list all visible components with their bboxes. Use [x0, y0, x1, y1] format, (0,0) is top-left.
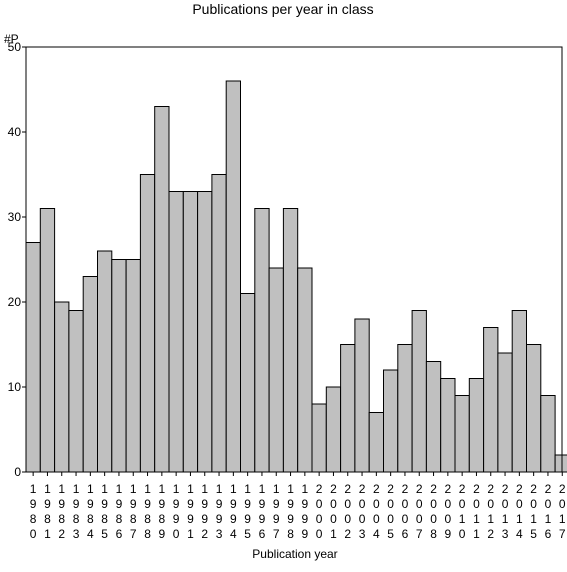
- bar-2006: [397, 344, 413, 473]
- chart-title: Publications per year in class: [192, 1, 373, 17]
- bar-1989: [154, 106, 170, 473]
- bar-2011: [468, 378, 485, 473]
- y-tick-label: 0: [14, 465, 21, 479]
- bar-1994: [225, 80, 241, 473]
- x-axis-label: Publication year: [252, 547, 337, 561]
- y-tick-label: 30: [8, 210, 22, 224]
- bar-1988: [139, 174, 156, 473]
- bar-1993: [211, 174, 227, 473]
- y-axis-label: #P: [4, 32, 19, 46]
- bar-1986: [111, 259, 127, 473]
- y-tick-label: 10: [8, 380, 22, 394]
- bar-2012: [483, 327, 499, 473]
- bar-1998: [282, 208, 299, 473]
- bar-2017: [554, 454, 567, 473]
- y-tick-label: 50: [8, 40, 22, 54]
- bar-1981: [39, 208, 56, 473]
- bar-2002: [340, 344, 356, 473]
- bar-2009: [440, 378, 456, 473]
- bar-1996: [254, 208, 270, 473]
- y-tick-label: 20: [8, 295, 22, 309]
- y-axis-ticks: 0 10 20 30 40 50: [8, 40, 26, 479]
- bar-1992: [197, 191, 213, 473]
- bar-2015: [526, 344, 542, 473]
- bar-2001: [325, 386, 342, 473]
- bar-1999: [297, 267, 313, 473]
- bars: [25, 80, 567, 473]
- bar-1990: [168, 191, 184, 473]
- bar-1995: [240, 293, 256, 473]
- bar-2004: [368, 412, 385, 473]
- bar-1985: [97, 250, 113, 473]
- bar-2003: [354, 318, 370, 473]
- bar-1980: [25, 242, 41, 473]
- bar-2014: [511, 310, 528, 473]
- bar-2013: [497, 352, 513, 473]
- y-tick-label: 40: [8, 125, 22, 139]
- bar-2000: [311, 403, 327, 473]
- bar-1991: [182, 191, 199, 473]
- bar-1997: [268, 267, 284, 473]
- bar-2007: [411, 310, 427, 473]
- bar-1987: [125, 259, 141, 473]
- bar-1983: [68, 310, 84, 473]
- bar-2016: [540, 395, 556, 473]
- bar-1982: [54, 301, 70, 473]
- x-axis-ticks: 1 9 8 0 1 9 8 1 1 9 8 2 1 9 8 3 1 9 8 4 1 9 8 5 1 9 8 6 1 9 8 7 1 9 8 8 1 9 8 9…: [30, 472, 566, 541]
- bar-2008: [425, 361, 442, 473]
- bar-2005: [383, 369, 399, 473]
- bar-2010: [454, 395, 470, 473]
- plot-area-frame: [25, 46, 563, 473]
- bar-1984: [82, 276, 98, 473]
